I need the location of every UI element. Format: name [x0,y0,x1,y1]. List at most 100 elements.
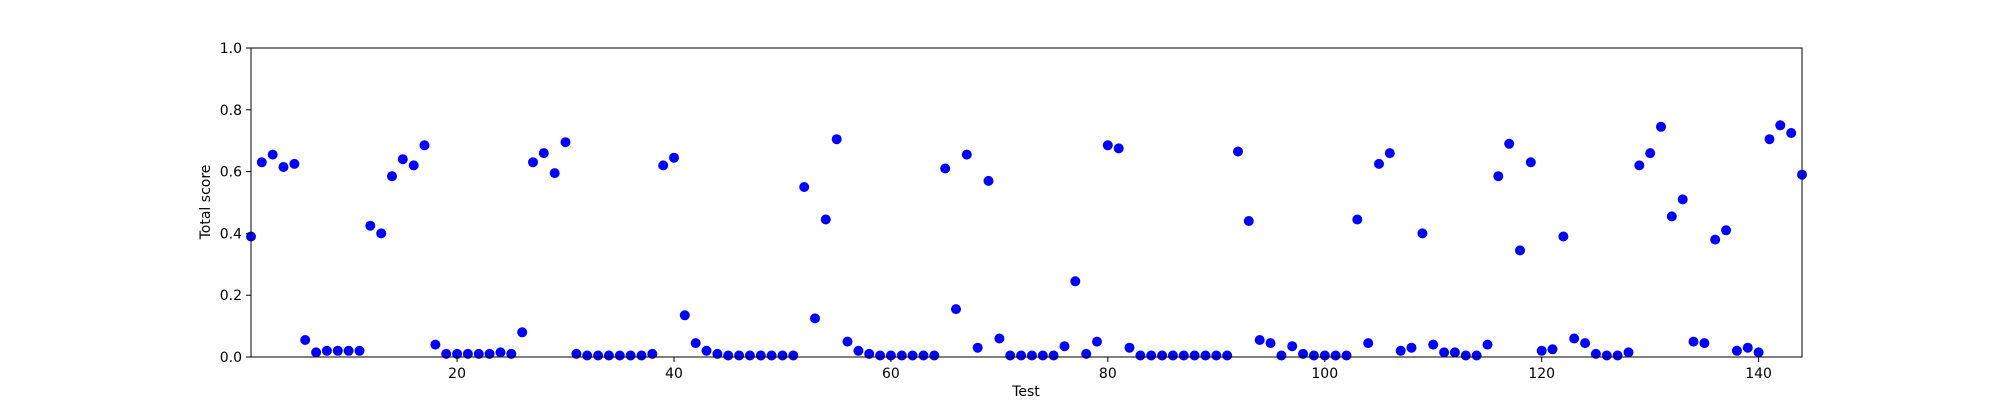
data-point [1601,350,1612,361]
data-point [1645,148,1656,159]
data-point [1786,128,1797,138]
data-point [549,168,560,179]
data-point [1243,216,1254,226]
data-point [1764,134,1775,145]
data-point [1363,338,1374,349]
data-point [278,162,289,172]
data-point [1146,350,1157,361]
data-point [376,228,387,239]
data-point [1254,335,1265,345]
y-tick-label: 1.0 [220,41,242,57]
data-point [614,350,625,361]
data-point [712,348,723,359]
data-point [430,339,441,350]
data-point [799,182,810,192]
data-point [387,171,397,182]
data-point [495,347,506,358]
data-point [1439,347,1450,358]
data-point [1178,350,1189,361]
data-point [571,348,582,359]
data-point [1124,342,1135,353]
data-point [961,149,972,160]
data-point [419,140,430,151]
data-point [1515,245,1525,256]
data-point [1233,146,1243,157]
data-point [885,350,896,361]
data-point [397,154,408,165]
data-point [766,350,777,361]
data-point [1710,234,1721,245]
data-point [929,350,940,361]
data-point [647,348,658,359]
data-point [289,158,300,169]
data-point [1005,350,1016,361]
data-point [1471,350,1482,361]
data-point [1113,143,1124,154]
x-tick-label: 100 [1311,366,1338,382]
data-point [1677,194,1688,205]
data-point [810,313,820,324]
x-tick-label: 40 [665,366,683,382]
data-point [875,350,886,361]
x-tick-label: 120 [1528,366,1555,382]
data-point [983,175,994,186]
data-point [1167,350,1178,361]
data-point [1211,350,1222,361]
y-axis-ticks: 0.0 0.2 0.4 0.6 0.8 1.0 [220,41,251,366]
data-point [1016,350,1027,361]
data-point [1482,339,1493,350]
data-point [560,137,571,148]
data-point [517,327,528,338]
data-point [658,160,669,171]
data-point [1504,138,1515,149]
data-point [593,350,604,361]
data-point [1319,350,1330,361]
data-point [506,348,517,359]
x-tick-label: 60 [882,366,900,382]
data-point [441,348,452,359]
x-tick-label: 20 [448,366,466,382]
x-axis-ticks: 20 40 60 80 100 120 140 [448,357,1772,382]
data-point [734,350,745,361]
data-point [1287,341,1298,352]
data-point [1580,338,1591,349]
data-point [365,220,376,231]
y-tick-label: 0.8 [220,103,242,119]
data-point [1753,347,1764,358]
data-point [1276,350,1287,361]
y-tick-label: 0.4 [220,226,242,242]
data-point [1135,350,1146,361]
data-point [1547,344,1558,355]
data-point [1352,214,1363,225]
y-tick-label: 0.0 [220,350,242,366]
data-point [1428,339,1439,350]
data-point [1048,350,1059,361]
data-point [452,348,463,359]
data-point [788,350,799,361]
data-point [1189,350,1200,361]
data-point [1341,350,1352,361]
data-point [1037,350,1048,361]
data-point [321,345,332,356]
data-point [1308,350,1319,361]
data-point [820,214,831,225]
data-point [1536,345,1547,356]
data-point [853,345,864,356]
data-point [994,333,1005,344]
data-point [701,345,712,356]
data-point [1742,342,1753,353]
data-point [636,350,647,361]
data-point [864,348,875,359]
data-point [1569,333,1580,344]
data-point [1525,157,1536,168]
data-points [246,120,1807,361]
data-point [267,149,278,160]
data-point [1200,350,1211,361]
data-point [1298,348,1309,359]
data-point [1634,160,1645,171]
data-point [1157,350,1168,361]
x-tick-label: 140 [1745,366,1772,382]
data-point [679,310,690,321]
data-point [354,345,365,356]
